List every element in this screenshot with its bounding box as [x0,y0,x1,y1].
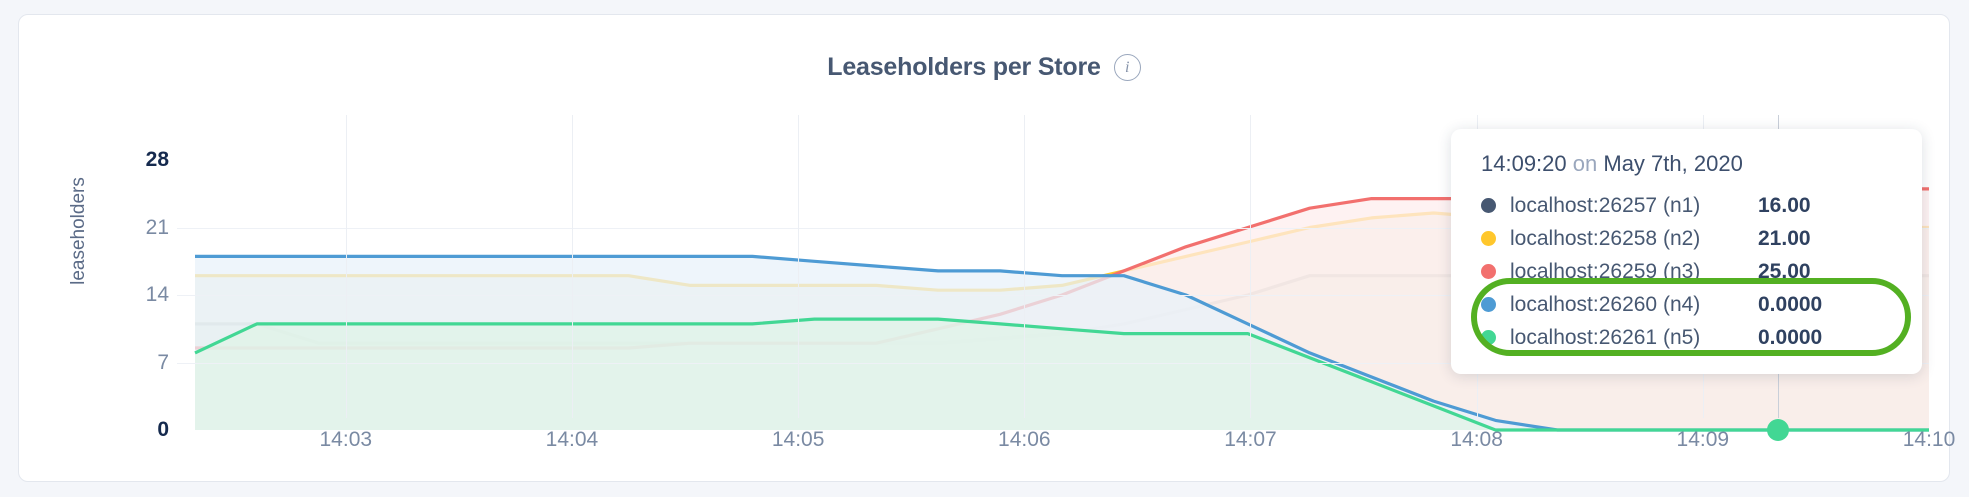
gridline-vertical [571,115,573,418]
y-axis-tick: 28 [145,148,169,171]
chart-tooltip: 14:09:20 on May 7th, 2020 localhost:2625… [1451,129,1922,374]
x-axis-tick: 14:05 [771,428,825,451]
gridline-vertical [345,115,347,418]
tooltip-rows: localhost:26257 (n1) 16.00 localhost:26258… [1481,189,1896,354]
series-color-dot [1481,231,1496,246]
tooltip-series-label: localhost:26258 (n2) [1510,226,1701,250]
y-axis-tick: 14 [145,283,169,306]
tooltip-row: localhost:26258 (n2) 21.00 [1481,222,1896,255]
tooltip-series-value: 0.0000 [1758,325,1823,349]
tooltip-timestamp: 14:09:20 on May 7th, 2020 [1481,151,1896,177]
series-color-dot [1481,264,1496,279]
tooltip-series-label: localhost:26261 (n5) [1510,325,1701,349]
y-axis-ticks: 0 7 14 21 28 [19,15,169,483]
tooltip-series-value: 0.0000 [1758,292,1823,316]
y-axis-tick: 0 [157,418,169,441]
y-axis-tick: 7 [157,350,169,374]
tooltip-date: May 7th, 2020 [1603,151,1743,176]
gridline-vertical [1250,115,1252,418]
series-color-dot [1481,198,1496,213]
tooltip-series-label: localhost:26257 (n1) [1510,193,1701,217]
gridline-horizontal [177,227,1929,229]
tooltip-series-value: 21.00 [1758,226,1811,250]
x-axis-tick: 14:07 [1224,428,1277,451]
info-icon[interactable]: i [1113,54,1141,81]
x-axis-tick: 14:09 [1676,428,1730,451]
x-axis-tick: 14:08 [1450,428,1503,451]
series-line [194,317,1929,432]
series-area [195,319,1929,430]
gridline-vertical [1024,115,1026,418]
gridline-horizontal [177,295,1929,296]
page-title: Leaseholders per Store [827,53,1101,81]
x-axis-tick: 14:10 [1902,428,1956,451]
x-axis-tick: 14:03 [319,428,373,451]
tooltip-row: localhost:26257 (n1) 16.00 [1481,189,1896,222]
tooltip-row: localhost:26261 (n5) 0.0000 [1481,321,1896,354]
tooltip-on-word: on [1572,151,1598,176]
series-color-dot [1481,297,1496,312]
x-axis-tick: 14:04 [545,428,599,451]
gridline-horizontal [177,362,1929,364]
x-axis-tick: 14:06 [998,428,1051,451]
series-color-dot [1481,330,1496,345]
tooltip-row: localhost:26259 (n3) 25.00 [1481,255,1896,288]
tooltip-row: localhost:26260 (n4) 0.0000 [1481,288,1896,321]
tooltip-series-label: localhost:26260 (n4) [1510,292,1701,316]
tooltip-series-label: localhost:26259 (n3) [1510,259,1701,283]
tooltip-series-value: 25.00 [1758,259,1811,283]
y-axis-tick: 21 [145,215,169,239]
data-point-marker [1767,419,1790,441]
chart-header: Leaseholders per Store i [19,53,1949,82]
gridline-vertical [798,115,800,418]
tooltip-time: 14:09:20 [1481,151,1567,176]
tooltip-series-value: 16.00 [1758,193,1811,217]
